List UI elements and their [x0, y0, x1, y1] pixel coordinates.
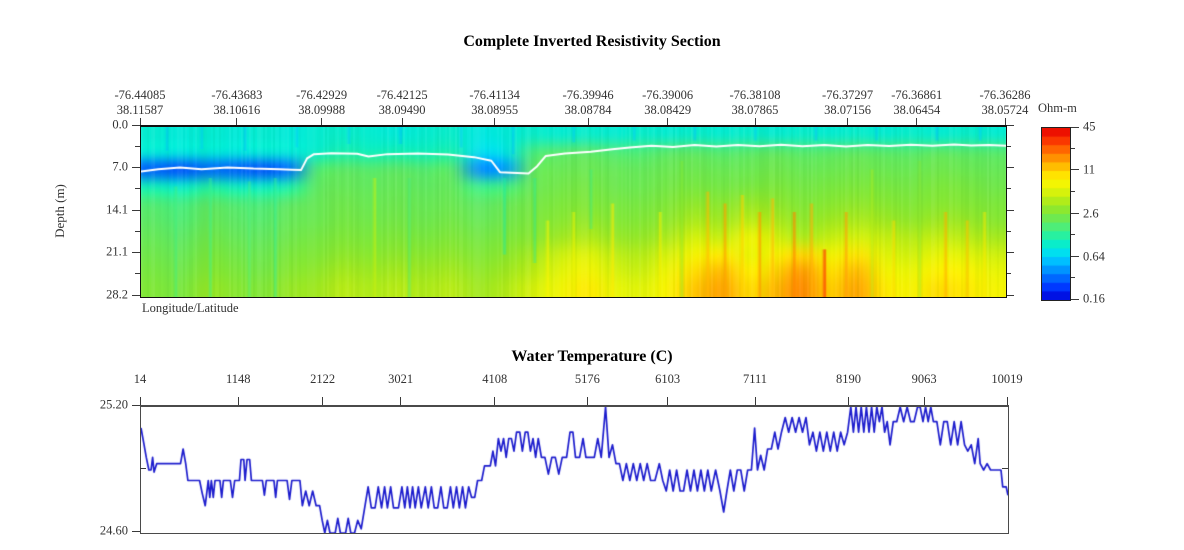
depth-tick-label: 28.2 [106, 287, 128, 302]
res-x-tick-label: -76.42125 38.09490 [376, 88, 428, 117]
depth-tick-right [1007, 166, 1014, 168]
depth-tick-label: 14.1 [106, 202, 128, 217]
depth-minor-tick [135, 273, 140, 275]
temp-x-tick-label: 6103 [655, 372, 681, 386]
temp-y-tick [132, 404, 140, 406]
depth-tick-label: 0.0 [112, 117, 128, 132]
depth-minor-tick [135, 188, 140, 190]
res-x-tick [494, 118, 496, 125]
depth-tick-right [1007, 251, 1014, 253]
res-x-tick-label: -76.41134 38.08955 [469, 88, 520, 117]
temp-x-tick-label: 8190 [836, 372, 861, 386]
res-x-tick [916, 118, 918, 125]
colorbar-canvas [1042, 128, 1070, 300]
colorbar-title: Ohm-m [1038, 101, 1077, 115]
temp-x-tick [848, 397, 849, 405]
temp-x-tick-label: 9063 [911, 372, 937, 386]
res-x-tick [587, 118, 589, 125]
res-x-tick [754, 118, 756, 125]
temp-x-tick-label: 5176 [574, 372, 600, 386]
depth-tick-label: 21.1 [106, 244, 128, 259]
res-x-tick [139, 118, 141, 125]
colorbar-minor-tick [1071, 234, 1075, 235]
res-x-tick [667, 118, 669, 125]
depth-minor-tick-right [1007, 188, 1011, 190]
depth-minor-tick-right [1007, 230, 1011, 232]
temp-x-tick [754, 397, 756, 405]
colorbar-tick-label: 2.6 [1083, 206, 1099, 221]
temp-x-tick [400, 397, 402, 405]
depth-tick [132, 251, 140, 253]
res-x-tick [236, 118, 238, 125]
colorbar-tick [1071, 256, 1079, 258]
res-x-tick-label: -76.36861 38.06454 [891, 88, 943, 117]
colorbar-tick-label: 0.16 [1083, 291, 1105, 306]
depth-minor-tick [135, 145, 140, 147]
depth-minor-tick [135, 230, 140, 232]
colorbar-minor-tick [1071, 277, 1075, 278]
temp-y-tick-label: 24.60 [99, 523, 128, 538]
res-x-tick [321, 118, 323, 125]
temp-x-tick-label: 10019 [991, 372, 1023, 386]
resistivity-heatmap-canvas [141, 127, 1006, 297]
temp-x-tick-label: 1148 [225, 372, 251, 386]
res-x-tick [1004, 118, 1006, 125]
depth-tick-right [1007, 124, 1014, 126]
depth-tick [132, 166, 140, 168]
depth-tick [132, 294, 140, 296]
temp-x-tick [322, 397, 324, 405]
colorbar-tick-label: 0.64 [1083, 249, 1105, 264]
depth-tick [132, 209, 140, 211]
temp-x-tick-label: 2122 [310, 372, 336, 386]
colorbar-tick [1071, 126, 1079, 128]
res-x-tick-label: -76.39006 38.08429 [642, 88, 694, 117]
colorbar-tick-label: 45 [1083, 119, 1096, 134]
temp-x-tick [667, 397, 669, 405]
depth-tick [132, 124, 140, 126]
resistivity-plot [140, 125, 1007, 298]
res-x-tick-label: -76.37297 38.07156 [822, 88, 874, 117]
temp-y-tick-label: 25.20 [99, 397, 128, 412]
res-x-tick [401, 118, 403, 125]
temp-x-tick [494, 397, 496, 405]
temp-x-tick [923, 397, 925, 405]
temp-y-minor-tick-left [140, 467, 146, 469]
temp-x-tick [1006, 397, 1008, 405]
temp-x-tick [586, 397, 588, 405]
colorbar [1041, 127, 1071, 301]
temp-x-tick-label: 14 [133, 372, 147, 386]
temp-x-tick-label: 7111 [742, 372, 768, 386]
res-x-tick [847, 118, 849, 125]
depth-tick-right [1007, 294, 1014, 296]
colorbar-minor-tick [1071, 191, 1075, 192]
temp-x-tick-label: 3021 [388, 372, 414, 386]
lonlat-axis-label: Longitude/Latitude [142, 301, 239, 315]
colorbar-tick [1071, 298, 1079, 300]
temp-y-minor-tick-right [1002, 467, 1008, 469]
temperature-plot [140, 405, 1009, 534]
res-x-tick-label: -76.42929 38.09988 [296, 88, 348, 117]
colorbar-tick [1071, 169, 1079, 171]
depth-tick-right [1007, 209, 1014, 211]
temp-x-tick [237, 397, 239, 405]
res-x-tick-label: -76.43683 38.10616 [211, 88, 263, 117]
resistivity-title: Complete Inverted Resistivity Section [463, 33, 721, 50]
colorbar-tick [1071, 213, 1079, 215]
res-x-tick-label: -76.36286 38.05724 [979, 88, 1031, 117]
res-x-tick-label: -76.38108 38.07865 [729, 88, 781, 117]
temp-y-tick [132, 530, 140, 532]
depth-axis-label: Depth (m) [52, 184, 67, 238]
depth-minor-tick-right [1007, 273, 1011, 275]
depth-tick-label: 7.0 [112, 159, 128, 174]
depth-minor-tick-right [1007, 145, 1011, 147]
colorbar-minor-tick [1071, 148, 1075, 149]
temp-x-tick-label: 4108 [482, 372, 508, 386]
temperature-title: Water Temperature (C) [511, 348, 673, 365]
colorbar-tick-label: 11 [1083, 162, 1096, 177]
res-x-tick-label: -76.44085 38.11587 [114, 88, 166, 117]
res-x-tick-label: -76.39946 38.08784 [562, 88, 614, 117]
temperature-line-canvas [141, 407, 1008, 533]
temp-x-tick [139, 397, 141, 405]
